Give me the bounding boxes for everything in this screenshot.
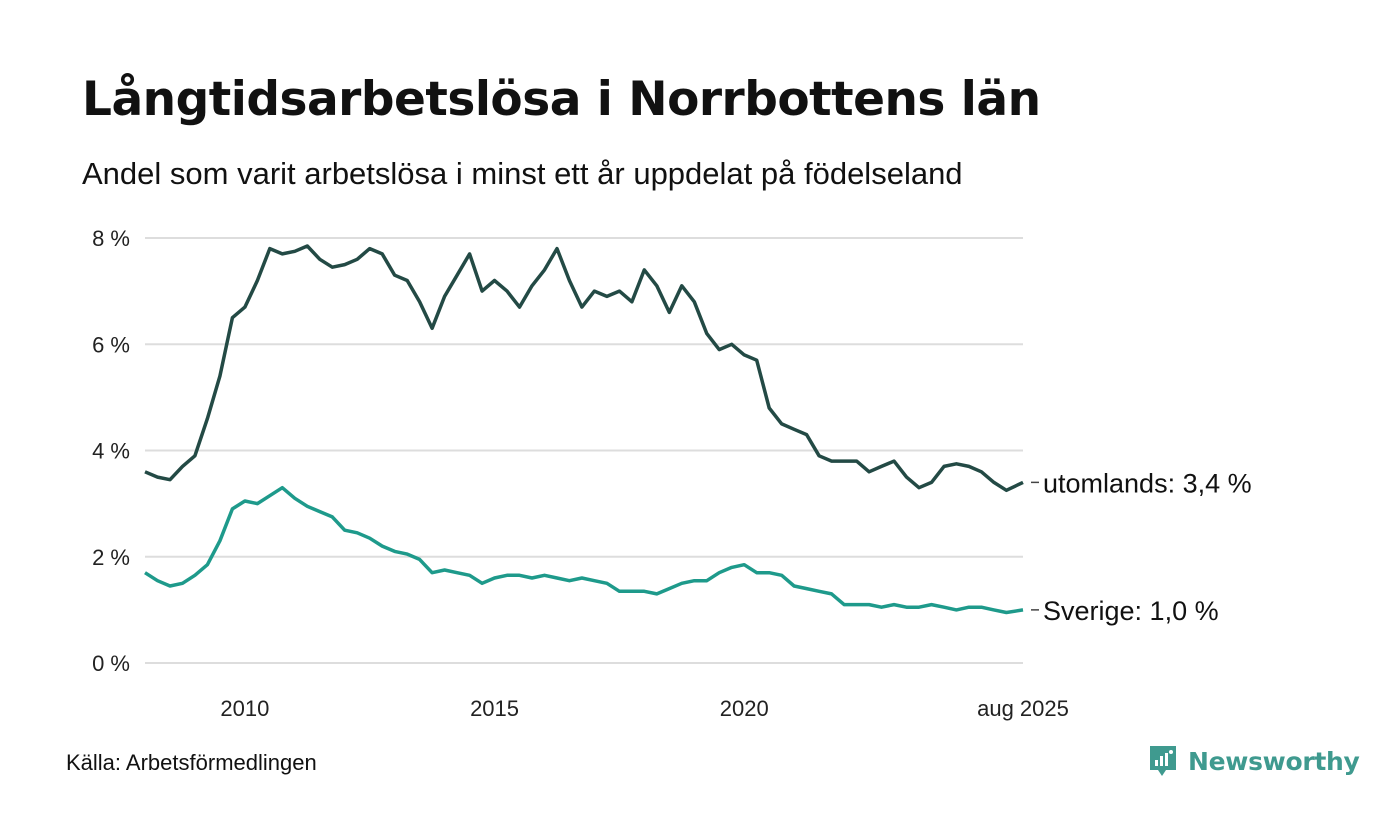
series-lines: [144, 244, 1024, 615]
x-tick-label: 2020: [720, 696, 769, 721]
source-note: Källa: Arbetsförmedlingen: [66, 750, 317, 775]
x-tick-label: 2015: [470, 696, 519, 721]
y-tick-label: 2 %: [92, 545, 130, 570]
y-gridlines: [145, 237, 1023, 664]
y-axis-ticks: 0 % 2 % 4 % 6 % 8 %: [92, 226, 130, 676]
y-tick-label: 6 %: [92, 332, 130, 357]
chart-title: Långtidsarbetslösa i Norrbottens län: [82, 72, 1041, 127]
brand-name: Newsworthy: [1188, 746, 1360, 776]
newsworthy-logo-icon: [1150, 746, 1176, 776]
end-label-utomlands: utomlands: 3,4 %: [1043, 468, 1252, 498]
x-tick-label: 2010: [220, 696, 269, 721]
series-line-utomlands: [144, 244, 1024, 493]
chart-subtitle: Andel som varit arbetslösa i minst ett å…: [82, 156, 963, 191]
x-axis-ticks: 2010 2015 2020 aug 2025: [220, 696, 1068, 721]
series-end-labels: utomlands: 3,4 % Sverige: 1,0 %: [1031, 468, 1252, 626]
y-tick-label: 8 %: [92, 226, 130, 251]
brand-logo[interactable]: Newsworthy: [1148, 744, 1360, 778]
x-tick-label: aug 2025: [977, 696, 1069, 721]
y-tick-label: 0 %: [92, 651, 130, 676]
y-tick-label: 4 %: [92, 439, 130, 464]
series-line-sverige: [144, 485, 1024, 615]
end-label-sverige: Sverige: 1,0 %: [1043, 596, 1219, 626]
